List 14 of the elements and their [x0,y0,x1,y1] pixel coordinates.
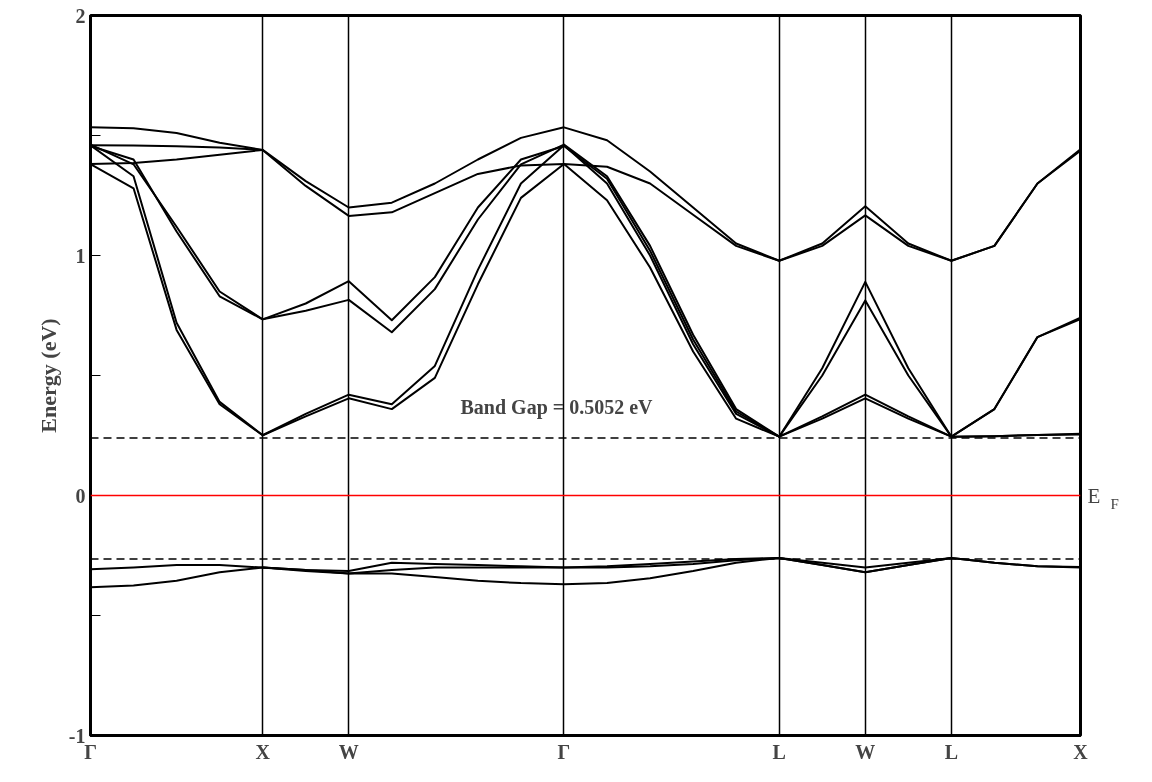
x-tick-label: L [772,740,786,763]
x-tick-label: L [944,740,959,763]
x-tick-label: X [1073,740,1089,763]
x-tick-label: Γ [557,740,571,763]
x-tick-label: X [255,740,271,763]
y-tick-label: 0 [75,484,86,507]
x-tick-label: W [855,740,876,763]
y-axis-title: Energy (eV) [35,318,61,433]
y-tick-label: 1 [75,244,86,267]
annotation: Band Gap = 0.5052 eV [460,395,654,419]
x-tick-label: W [338,740,359,763]
y-tick-label: 2 [75,4,86,27]
x-tick-label: Γ [84,740,97,763]
y-tick-label: -1 [68,724,86,747]
